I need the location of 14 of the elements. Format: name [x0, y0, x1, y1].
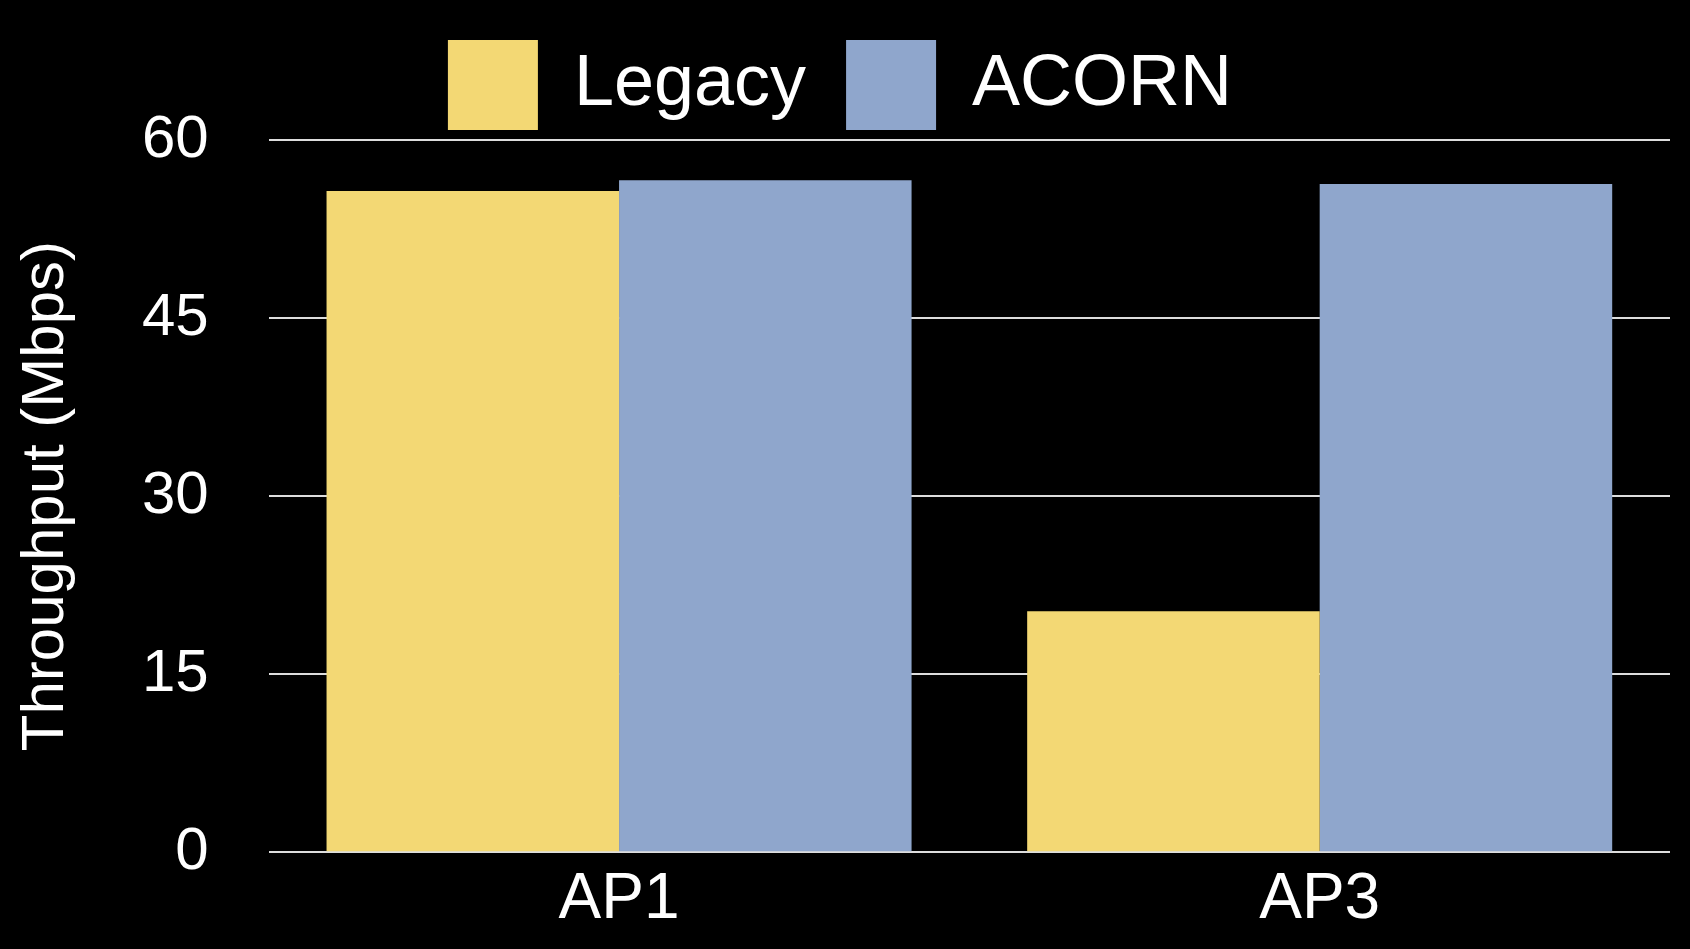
y-tick-label: 60	[141, 102, 209, 170]
y-tick-label: 30	[141, 458, 209, 526]
y-tick-label: 45	[141, 280, 209, 348]
bar	[326, 191, 620, 852]
x-tick-label: AP1	[558, 860, 680, 933]
y-tick-label: 15	[141, 636, 209, 704]
y-tick-label: 0	[175, 814, 209, 882]
bar	[1027, 611, 1320, 852]
y-axis-title: Throughput (Mbps)	[8, 240, 76, 752]
bar	[1319, 183, 1613, 852]
bar	[619, 180, 912, 852]
legend-label: Legacy	[573, 39, 807, 120]
legend-label: ACORN	[972, 39, 1233, 120]
x-tick-label: AP3	[1259, 860, 1381, 933]
